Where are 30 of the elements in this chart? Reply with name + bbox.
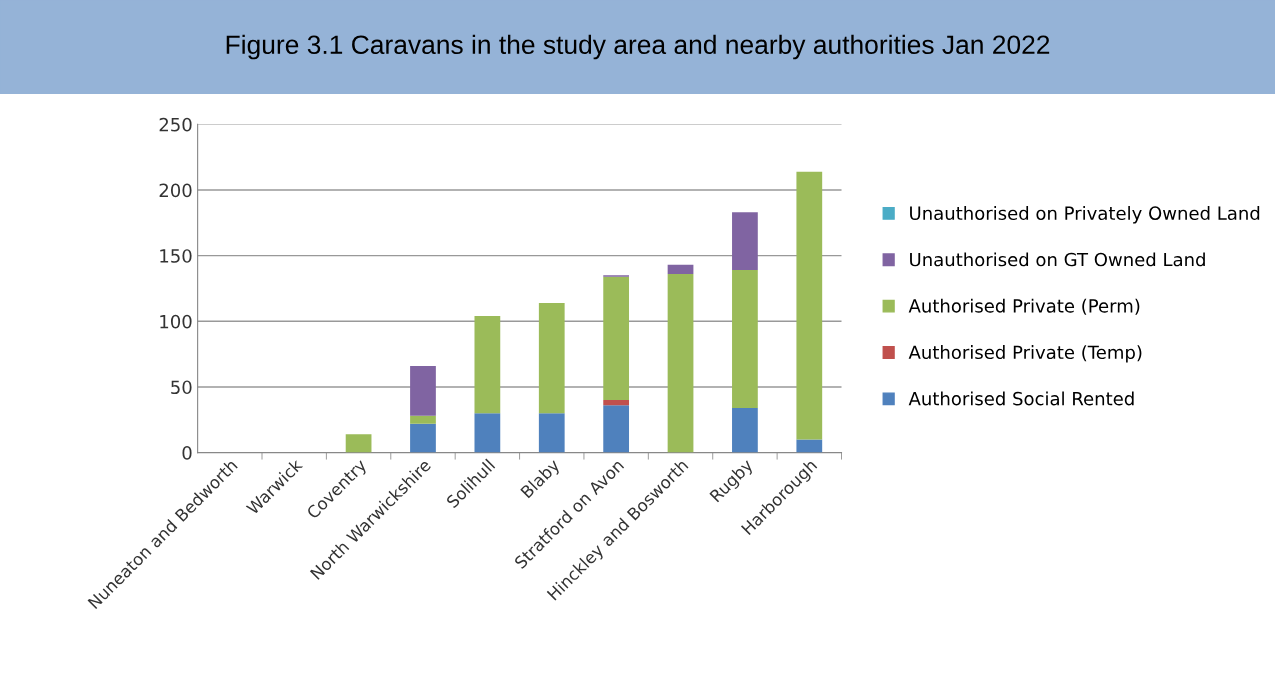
chart-title: Figure 3.1 Caravans in the study area and nearby authorities Jan 2022 bbox=[226, 34, 1050, 60]
bar bbox=[732, 212, 758, 271]
bar bbox=[796, 439, 823, 453]
legend-label: Authorised Social Rented bbox=[908, 391, 1134, 406]
bar bbox=[538, 302, 565, 414]
legend-label: Authorised Private (Perm) bbox=[908, 298, 1140, 315]
bar bbox=[603, 405, 630, 453]
bar bbox=[410, 365, 436, 416]
bar bbox=[474, 413, 501, 453]
legend-label: Unauthorised on GT Owned Land bbox=[910, 252, 1205, 267]
bar bbox=[603, 400, 630, 406]
bar bbox=[796, 171, 823, 440]
y-tick-label: 100 bbox=[160, 314, 192, 329]
bar bbox=[732, 407, 758, 453]
bar bbox=[538, 413, 565, 453]
legend-label: Authorised Private (Temp) bbox=[908, 345, 1142, 363]
y-tick-label: 150 bbox=[160, 249, 192, 263]
y-tick-label: 50 bbox=[171, 380, 192, 395]
bar bbox=[732, 270, 758, 408]
legend-label: Unauthorised on Privately Owned Land bbox=[910, 206, 1260, 224]
bar bbox=[410, 423, 436, 453]
bar bbox=[603, 276, 630, 401]
bar bbox=[667, 274, 694, 453]
bar bbox=[667, 264, 694, 275]
y-tick-label: 250 bbox=[159, 117, 192, 132]
bar bbox=[345, 434, 372, 453]
bar bbox=[474, 316, 501, 414]
y-tick-label: 0 bbox=[182, 446, 192, 460]
bar bbox=[410, 415, 436, 424]
y-tick-label: 200 bbox=[159, 183, 192, 198]
